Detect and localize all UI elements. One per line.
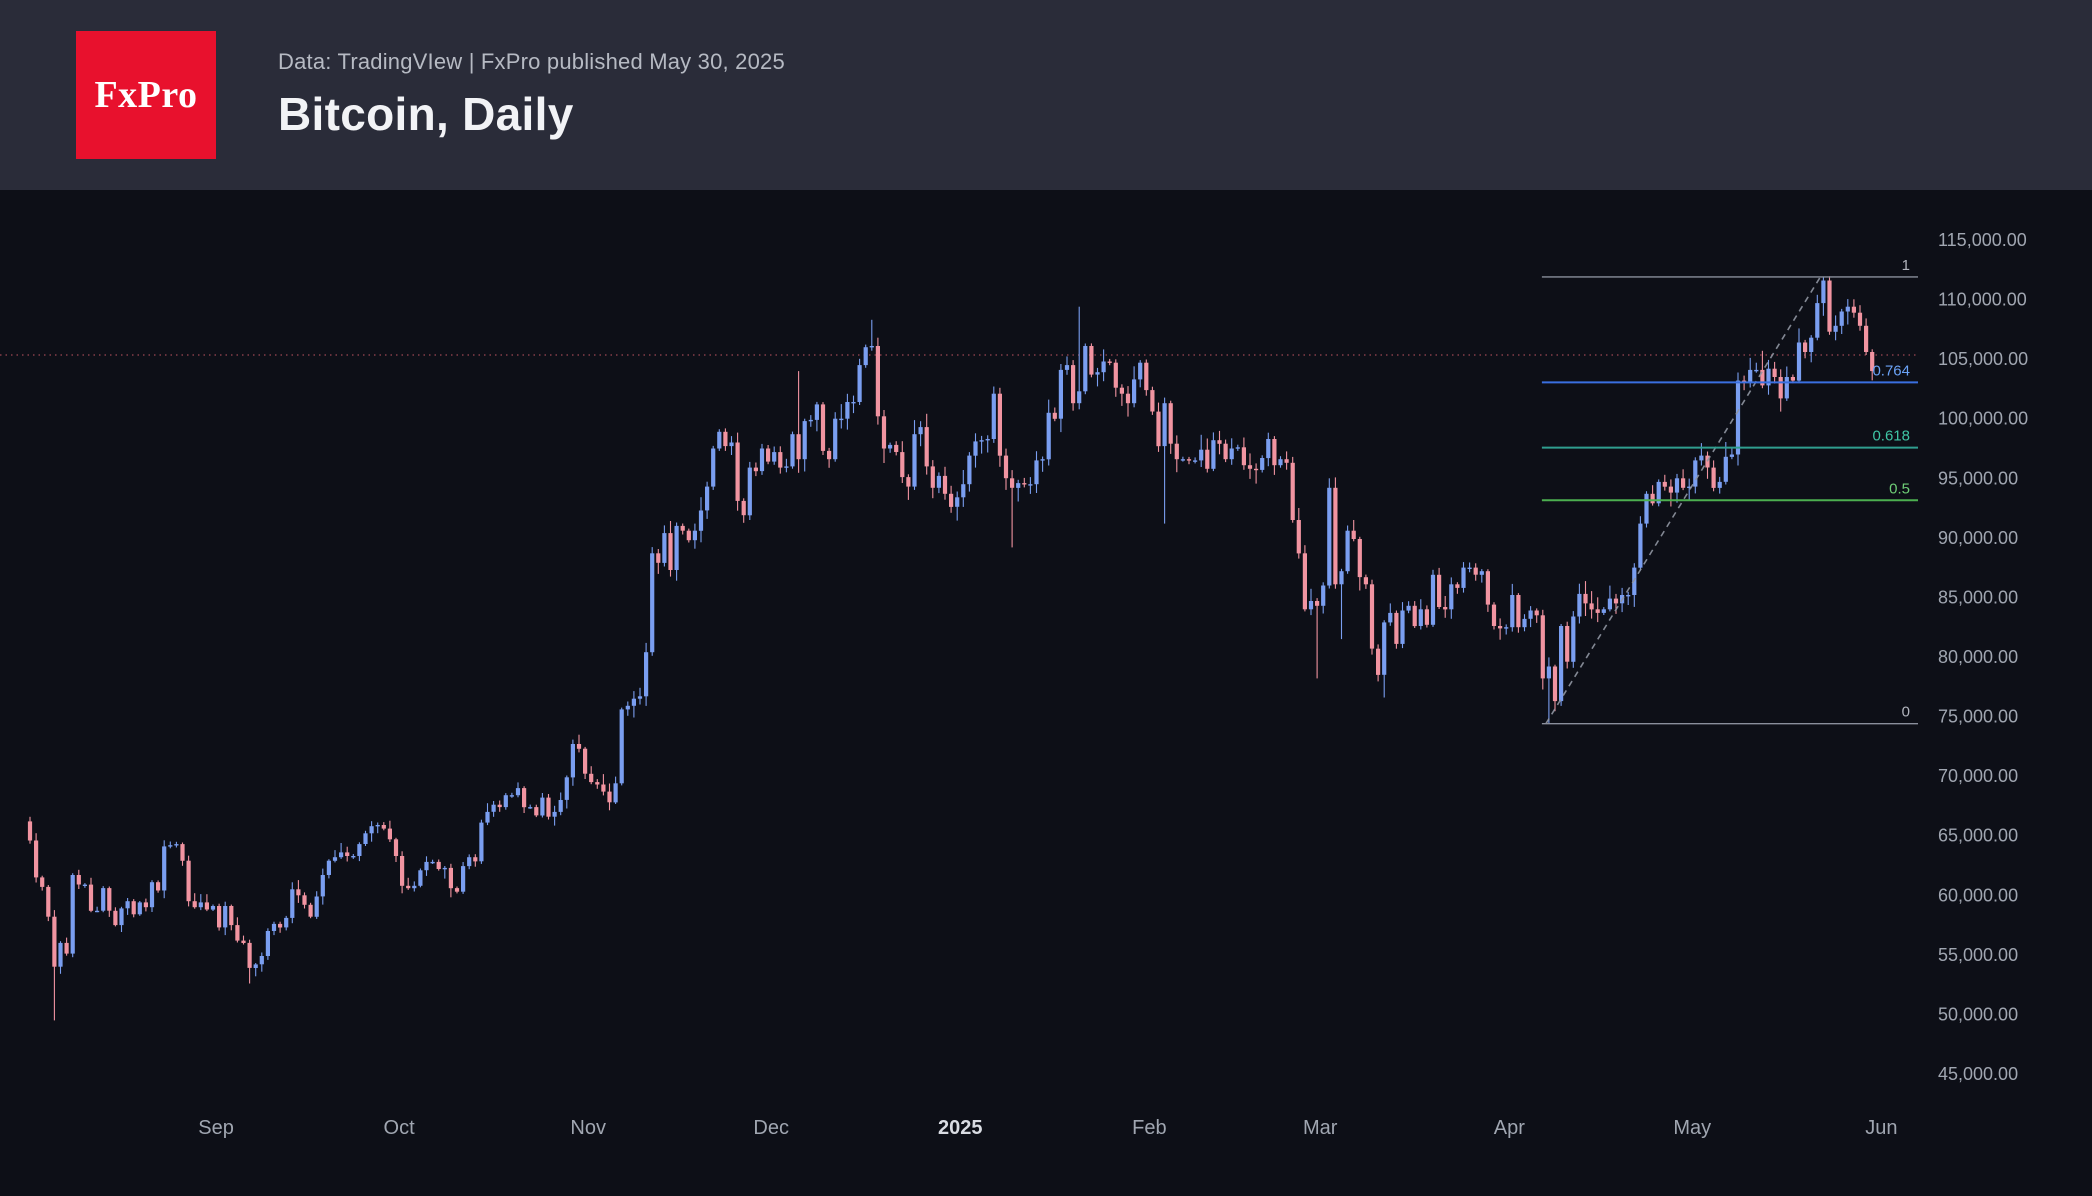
svg-text:50,000.00: 50,000.00: [1938, 1004, 2018, 1024]
svg-text:Jun: Jun: [1865, 1117, 1897, 1139]
svg-text:105,000.00: 105,000.00: [1938, 349, 2028, 369]
chart-source-caption: Data: TradingVIew | FxPro published May …: [278, 49, 785, 74]
svg-text:100,000.00: 100,000.00: [1938, 409, 2028, 429]
svg-text:45,000.00: 45,000.00: [1938, 1064, 2018, 1084]
svg-text:Apr: Apr: [1494, 1117, 1525, 1139]
chart-title: Bitcoin, Daily: [278, 88, 574, 140]
svg-text:Nov: Nov: [570, 1117, 606, 1139]
fxpro-logo-text: FxPro: [94, 74, 198, 116]
svg-text:90,000.00: 90,000.00: [1938, 528, 2018, 548]
header-text-block: Data: TradingVIew | FxPro published May …: [278, 49, 785, 141]
chart-header: FxPro Data: TradingVIew | FxPro publishe…: [0, 0, 2092, 190]
svg-text:70,000.00: 70,000.00: [1938, 766, 2018, 786]
svg-text:0: 0: [1902, 704, 1910, 721]
svg-text:0.764: 0.764: [1872, 362, 1910, 379]
svg-text:Feb: Feb: [1132, 1117, 1166, 1139]
svg-text:95,000.00: 95,000.00: [1938, 468, 2018, 488]
svg-text:Mar: Mar: [1303, 1117, 1338, 1139]
svg-text:60,000.00: 60,000.00: [1938, 885, 2018, 905]
svg-text:Dec: Dec: [753, 1117, 789, 1139]
svg-text:Oct: Oct: [384, 1117, 416, 1139]
svg-text:Sep: Sep: [198, 1117, 234, 1139]
svg-text:May: May: [1673, 1117, 1711, 1139]
price-chart-svg[interactable]: 1 0.764 0.618 0.5 0 45,000.00 50,000.00 55,000.…: [0, 190, 2092, 1196]
svg-text:75,000.00: 75,000.00: [1938, 707, 2018, 727]
svg-text:110,000.00: 110,000.00: [1938, 290, 2027, 310]
svg-text:2025: 2025: [938, 1117, 983, 1139]
svg-text:0.618: 0.618: [1872, 428, 1910, 445]
svg-text:85,000.00: 85,000.00: [1938, 587, 2018, 607]
candlestick-chart[interactable]: 1 0.764 0.618 0.5 0 45,000.00 50,000.00 55,000.…: [0, 190, 2092, 1196]
svg-text:1: 1: [1902, 257, 1910, 274]
svg-text:55,000.00: 55,000.00: [1938, 945, 2018, 965]
svg-text:115,000.00: 115,000.00: [1938, 230, 2027, 250]
svg-text:80,000.00: 80,000.00: [1938, 647, 2018, 667]
svg-text:0.5: 0.5: [1889, 480, 1910, 497]
fxpro-logo: FxPro: [76, 31, 216, 159]
svg-text:65,000.00: 65,000.00: [1938, 826, 2018, 846]
